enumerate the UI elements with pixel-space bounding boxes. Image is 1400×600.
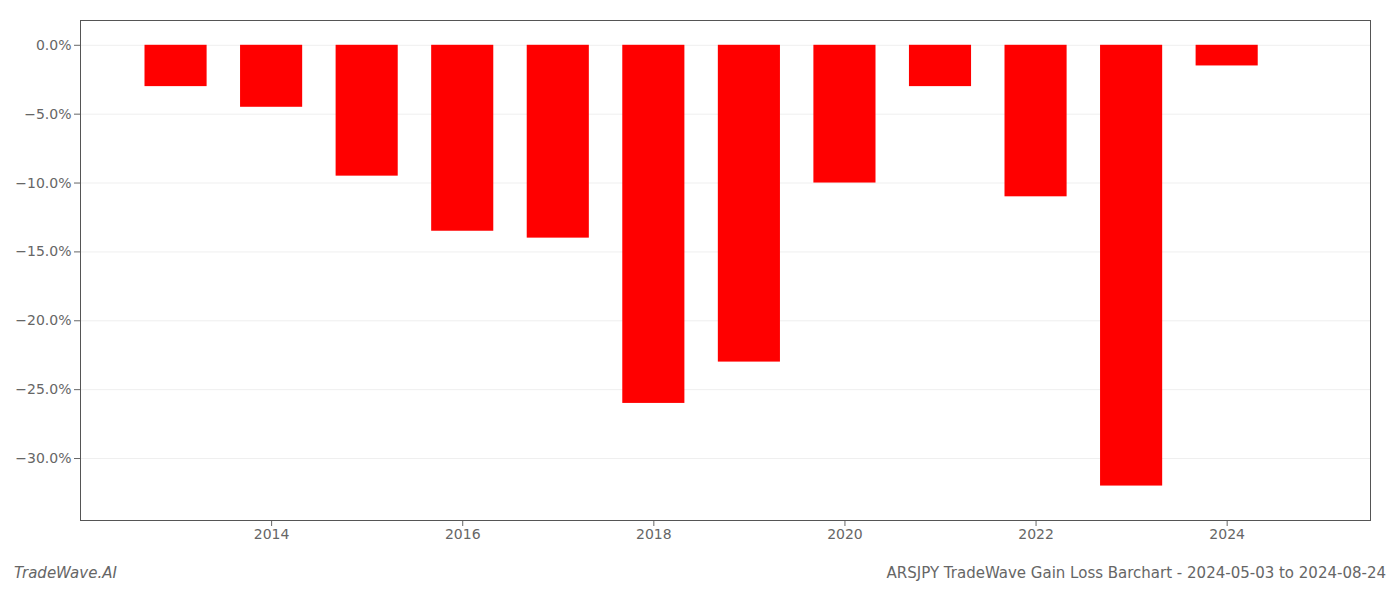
svg-text:−20.0%: −20.0%	[15, 312, 71, 328]
svg-text:0.0%: 0.0%	[36, 37, 72, 53]
svg-text:−15.0%: −15.0%	[15, 243, 71, 259]
html-text:ARSJPY TradeWave Gain Loss Bar: ARSJPY TradeWave Gain Loss Barchart - 20…	[886, 564, 1386, 582]
svg-text:−30.0%: −30.0%	[15, 450, 71, 466]
svg-text:2024: 2024	[1209, 526, 1245, 542]
svg-text:2020: 2020	[827, 526, 863, 542]
svg-text:2022: 2022	[1018, 526, 1054, 542]
svg-text:2014: 2014	[254, 526, 290, 542]
svg-text:2018: 2018	[636, 526, 672, 542]
svg-text:−5.0%: −5.0%	[24, 106, 71, 122]
svg-text:−10.0%: −10.0%	[15, 175, 71, 191]
html-text:TradeWave.AI: TradeWave.AI	[14, 564, 117, 582]
svg-text:2016: 2016	[445, 526, 481, 542]
svg-text:−25.0%: −25.0%	[15, 381, 71, 397]
